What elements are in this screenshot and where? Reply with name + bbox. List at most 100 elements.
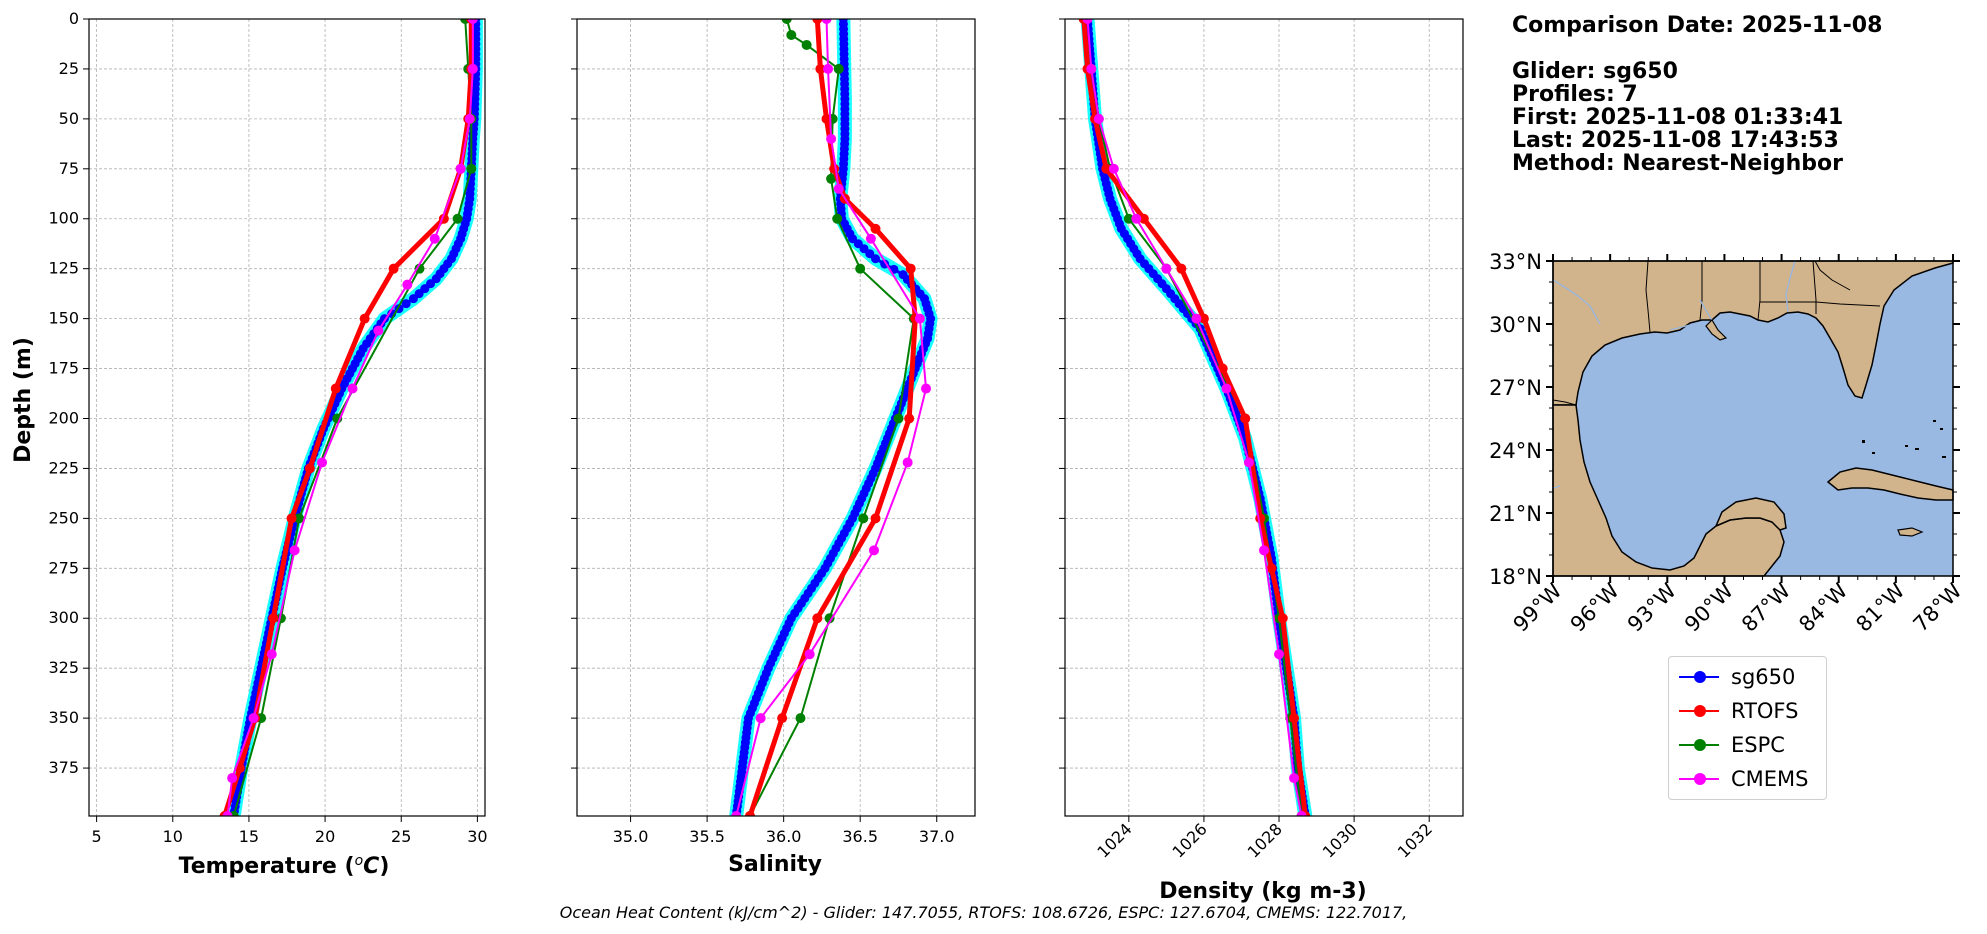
data-point-rtofs [1198,313,1209,324]
y-tick-label: 375 [48,758,79,777]
y-tick-label: 225 [48,458,79,477]
y-tick-label: 300 [48,608,79,627]
depth-axis-label: Depth (m) [11,337,36,463]
data-point-espc [832,213,843,224]
plot-area [219,19,483,816]
map-land-yucatan [1714,497,1787,531]
data-point-rtofs [1277,613,1288,624]
data-point-rtofs [286,513,297,524]
data-point-cmems [402,279,413,290]
lat-tick-label: 21°N [1489,502,1542,526]
data-point-espc [801,39,812,50]
data-point-espc [786,29,797,40]
salinity-axis-label: Salinity [728,852,822,877]
data-point-cmems [823,63,834,74]
x-tick-label: 5 [92,827,102,846]
data-point-rtofs [744,811,755,816]
data-point-cmems [826,133,837,144]
y-tick-label: 25 [59,59,79,78]
data-point-espc [1123,213,1134,224]
data-point-rtofs [1138,213,1149,224]
data-point-rtofs [821,113,832,124]
data-point-cmems [1131,213,1142,224]
y-tick-label: 325 [48,658,79,677]
data-point-cmems [731,811,742,816]
data-point-rtofs [777,713,788,724]
last-time: Last: 2025-11-08 17:43:53 [1512,128,1839,153]
ohc-text: Ocean Heat Content (kJ/cm^2) - Glider: 1… [559,903,1408,922]
x-tick-label: 36.5 [842,827,878,846]
legend-item-cmems: CMEMS [1679,765,1819,793]
data-point-cmems [289,545,300,556]
data-point-rtofs [905,263,916,274]
data-point-cmems [1259,545,1269,556]
y-tick-label: 175 [48,359,79,378]
y-tick-label: 200 [48,408,79,427]
data-point-rtofs [268,613,279,624]
data-point-rtofs [1101,163,1112,174]
data-point-rtofs [812,613,823,624]
data-point-cmems [1082,19,1093,24]
data-point-rtofs [359,313,370,324]
data-point-rtofs [1176,263,1187,274]
legend-item-espc: ESPC [1679,731,1819,759]
comparison-info: Comparison Date: 2025-11-08 Glider: sg65… [1512,14,1882,175]
data-point-cmems [317,457,328,468]
legend-label: sg650 [1731,665,1796,689]
lon-tick-label: 87°W [1737,578,1795,636]
data-point-cmems [455,163,466,174]
data-point-rtofs [304,463,315,474]
axes-frame [1064,18,1464,817]
gulf-of-mexico-map: 18°N21°N24°N27°N30°N33°N99°W 96°W 93°W 90°W… [1489,250,1967,637]
legend-item-sg650: sg650 [1679,663,1819,691]
lat-tick-label: 24°N [1489,439,1542,463]
y-tick-label: 100 [48,209,79,228]
profile-count: Profiles: 7 [1512,82,1638,107]
data-point-cmems [921,383,932,394]
series-line-cmems [735,19,928,816]
data-point-cmems [467,19,478,24]
data-point-espc [466,163,477,174]
data-point-cmems [373,325,384,336]
glider-name: Glider: sg650 [1512,59,1678,84]
series-line-sg650 [232,19,478,816]
data-point-rtofs [870,223,881,234]
data-point-cmems [1274,649,1285,660]
lon-tick-label: 81°W [1851,578,1909,636]
data-point-cmems [1296,811,1307,816]
data-point-cmems [266,649,277,660]
data-point-cmems [1243,457,1254,468]
lat-tick-label: 30°N [1489,313,1542,337]
legend-label: RTOFS [1731,699,1799,723]
data-point-cmems [865,233,876,244]
data-point-cmems [248,713,259,724]
plot-area [729,19,938,816]
data-point-rtofs [1255,513,1266,524]
series-line-espc [232,19,473,816]
lon-tick-label: 90°W [1680,578,1738,636]
data-point-cmems [1108,163,1119,174]
legend-label: CMEMS [1731,767,1809,791]
legend: sg650 RTOFS ESPC CMEMS [1668,656,1827,800]
lon-tick-label: 93°W [1623,578,1681,636]
data-point-sg650 [408,294,418,304]
x-tick-label: 20 [315,827,335,846]
glider-profile-spread [1080,19,1313,816]
data-point-rtofs [388,263,399,274]
lat-tick-label: 18°N [1489,565,1542,589]
lon-tick-label: 84°W [1794,578,1852,636]
data-point-rtofs [904,413,915,424]
lat-tick-label: 33°N [1489,250,1542,274]
data-point-cmems [1289,773,1300,784]
data-point-cmems [1191,313,1202,324]
x-tick-label: 36.0 [766,827,802,846]
x-tick-label: 25 [391,827,411,846]
salinity-panel: 35.0 35.5 36.0 36.5 37.0 [571,18,976,846]
data-point-cmems [222,811,233,816]
y-tick-label: 75 [59,159,79,178]
y-tick-label: 150 [48,309,79,328]
data-point-espc [855,263,866,274]
data-point-cmems [347,383,358,394]
series-line-espc [749,19,915,816]
